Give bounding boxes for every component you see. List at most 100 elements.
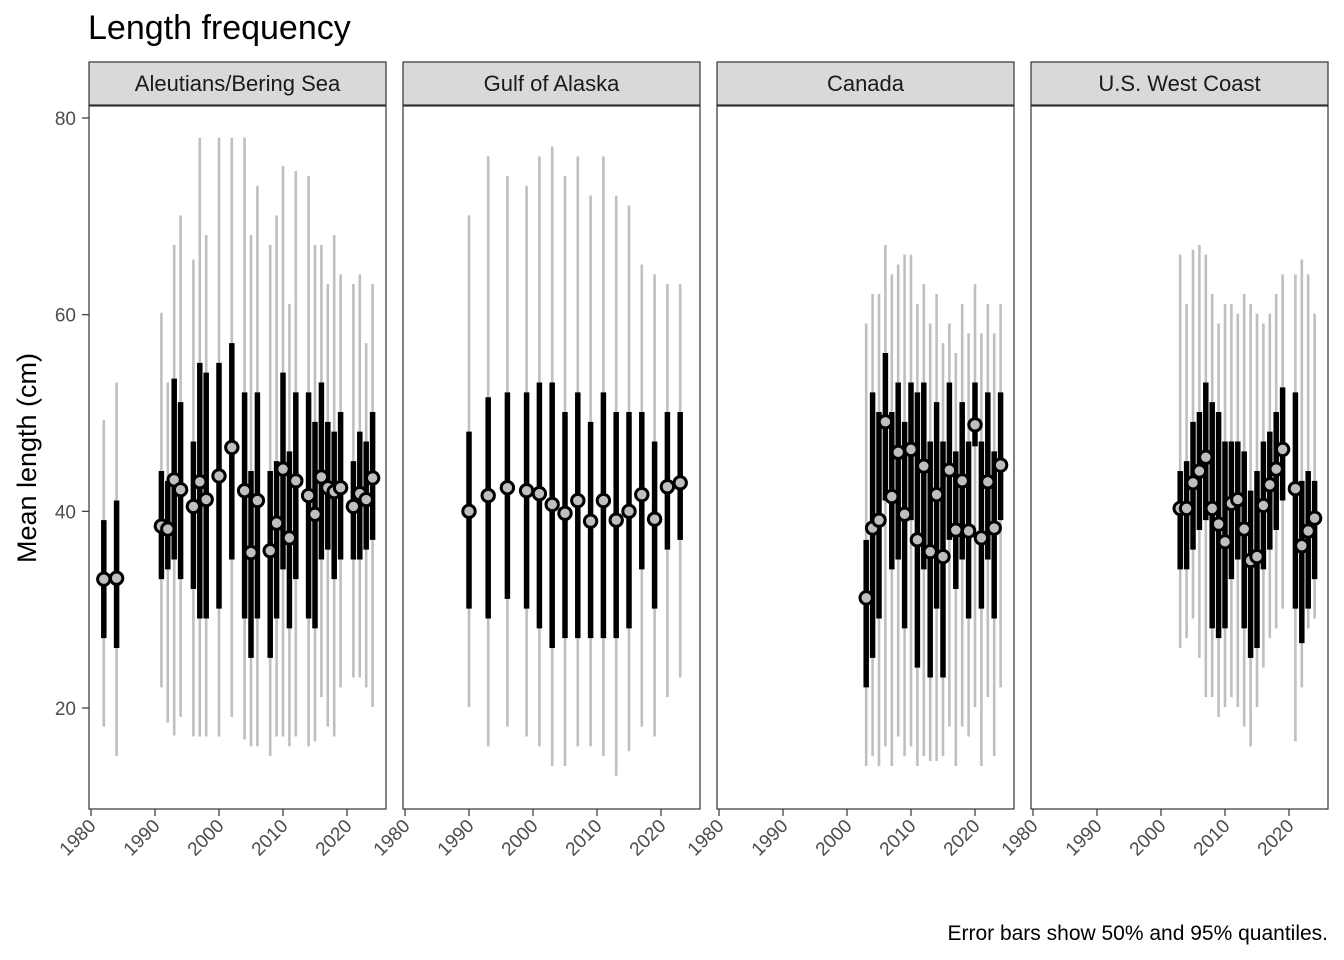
facet-strip-label: Gulf of Alaska — [484, 71, 621, 96]
x-tick-label: 2020 — [940, 816, 985, 861]
x-tick-label: 1990 — [748, 816, 793, 861]
mean-point — [896, 506, 913, 522]
mean-point — [1204, 500, 1220, 517]
facet-strip-label: U.S. West Coast — [1098, 71, 1260, 96]
x-tick-label: 1990 — [1062, 816, 1107, 861]
mean-point — [941, 462, 958, 478]
mean-point — [1210, 516, 1227, 532]
mean-point — [922, 543, 938, 560]
mean-point — [1185, 475, 1201, 491]
mean-point — [1274, 441, 1291, 458]
mean-point — [858, 590, 874, 606]
mean-point — [634, 486, 650, 503]
mean-point — [1230, 491, 1246, 508]
mean-point — [903, 441, 919, 458]
mean-point — [96, 571, 112, 587]
y-tick-label: 60 — [55, 306, 76, 327]
mean-point — [211, 468, 227, 484]
mean-point — [909, 532, 926, 548]
x-tick-label: 1990 — [120, 816, 165, 861]
mean-point — [954, 473, 970, 489]
mean-point — [1294, 538, 1310, 554]
mean-point — [1287, 481, 1304, 497]
mean-point — [1249, 548, 1265, 565]
mean-point — [198, 491, 214, 508]
facet-strip — [88, 61, 387, 106]
mean-point — [480, 487, 496, 504]
mean-point — [300, 487, 317, 504]
mean-point — [332, 480, 349, 496]
mean-point — [1178, 500, 1195, 517]
facet-strip-label: Canada — [827, 71, 905, 96]
mean-point — [890, 444, 906, 461]
mean-point — [877, 414, 894, 430]
facet-strip-label: Aleutians/Bering Sea — [135, 71, 341, 96]
mean-point — [544, 496, 560, 513]
x-tick-label: 2010 — [1190, 816, 1235, 861]
facet-strip — [716, 61, 1015, 106]
mean-point — [224, 439, 240, 456]
mean-point — [884, 488, 900, 505]
mean-point — [345, 498, 362, 515]
mean-point — [307, 506, 323, 522]
mean-point — [1262, 477, 1278, 493]
x-tick-label: 2000 — [498, 816, 543, 861]
mean-point — [992, 457, 1009, 473]
x-tick-label: 1980 — [684, 816, 729, 861]
mean-point — [192, 474, 208, 490]
mean-point — [288, 473, 304, 489]
mean-point — [871, 512, 887, 528]
mean-point — [518, 482, 535, 499]
mean-point — [973, 530, 990, 546]
mean-point — [499, 480, 516, 496]
facet-panel: U.S. West Coast 1980 1990 2000 2010 2020 — [998, 61, 1329, 861]
mean-point — [1198, 449, 1214, 465]
mean-point — [980, 474, 996, 490]
mean-point — [595, 492, 612, 509]
facet-strip — [402, 61, 701, 106]
mean-point — [531, 485, 548, 502]
mean-point — [243, 544, 259, 561]
mean-point — [557, 505, 573, 521]
y-axis-title: Mean length (cm) — [12, 353, 42, 563]
x-tick-label: 1980 — [56, 816, 101, 861]
mean-point — [1236, 521, 1252, 537]
mean-point — [672, 475, 688, 491]
mean-point — [313, 469, 330, 485]
x-tick-label: 2000 — [1126, 816, 1171, 861]
y-tick-label: 20 — [55, 699, 76, 720]
mean-point — [262, 542, 278, 559]
mean-point — [461, 503, 477, 520]
facet-panel: Gulf of Alaska 1980 1990 2000 2010 2020 — [370, 61, 701, 861]
mean-point — [1217, 534, 1233, 550]
x-tick-label: 2010 — [248, 816, 293, 861]
mean-point — [281, 530, 298, 546]
chart-caption: Error bars show 50% and 95% quantiles. — [947, 922, 1328, 945]
mean-point — [358, 491, 374, 508]
x-tick-label: 2020 — [1254, 816, 1299, 861]
facet-strip — [1030, 61, 1329, 106]
mean-point — [621, 503, 637, 520]
mean-point — [570, 492, 586, 509]
mean-point — [986, 520, 1002, 536]
mean-point — [582, 513, 599, 529]
x-tick-label: 1990 — [434, 816, 479, 861]
mean-point — [108, 570, 125, 586]
x-tick-label: 2010 — [562, 816, 607, 861]
mean-point — [160, 521, 176, 537]
mean-point — [1191, 463, 1208, 479]
x-tick-label: 1980 — [370, 816, 415, 861]
x-tick-label: 2010 — [876, 816, 921, 861]
mean-point — [185, 498, 202, 515]
facet-panel: Canada 1980 1990 2000 2010 2020 — [684, 61, 1015, 861]
mean-point — [364, 470, 381, 486]
x-tick-label: 2020 — [312, 816, 357, 861]
x-tick-label: 2020 — [626, 816, 671, 861]
mean-point — [275, 461, 291, 477]
mean-point — [960, 523, 977, 539]
x-tick-label: 1980 — [998, 816, 1043, 861]
facet-panel: Aleutians/Bering Sea 1980 1990 2000 2010 2020 — [56, 61, 387, 861]
mean-point — [659, 479, 676, 495]
mean-point — [916, 458, 932, 474]
